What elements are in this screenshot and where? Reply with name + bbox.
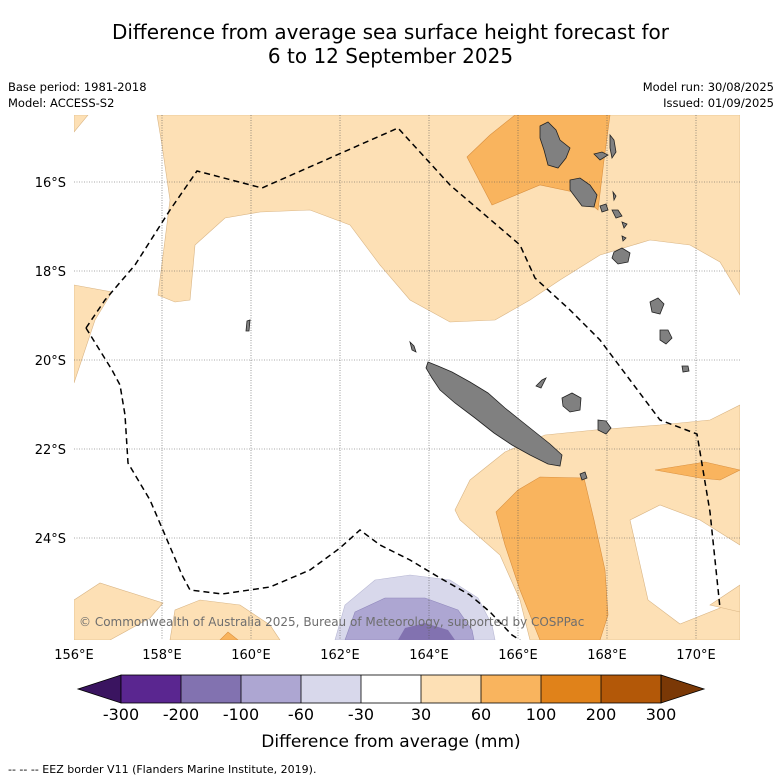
lon-label: 160°E: [231, 648, 271, 663]
vanuatu-pentecost: [609, 133, 617, 160]
chesterfield-reef: [245, 319, 251, 332]
colorbar-tick-label: -30: [348, 705, 374, 724]
vanuatu-aneityum: [681, 365, 690, 373]
anomaly-region-south: [169, 599, 281, 640]
colorbar-segment: [181, 675, 241, 703]
anomaly-region-northwest-corner: [74, 115, 89, 133]
colorbar-segment: [241, 675, 301, 703]
colorbar-tick-label: -60: [288, 705, 314, 724]
anomaly-region-southwest-small: [219, 631, 239, 640]
colorbar-tick-label: -200: [163, 705, 199, 724]
vanuatu-small-isle-b: [621, 235, 627, 242]
lat-label: 16°S: [35, 176, 66, 191]
colorbar-segment: [421, 675, 481, 703]
vanuatu-epi: [611, 209, 623, 219]
colorbar-tick-label: 30: [411, 705, 431, 724]
colorbar-tick-label: -100: [223, 705, 259, 724]
loyalty-island-mare: [597, 419, 612, 435]
model-label: Model: ACCESS-S2: [8, 96, 115, 110]
eez-legend-note: -- -- -- EEZ border V11 (Flanders Marine…: [8, 763, 317, 776]
eez-border: [85, 127, 721, 640]
vanuatu-tanna: [659, 329, 673, 345]
colorbar-segment: [541, 675, 601, 703]
latitude-labels: 16°S 18°S 20°S 22°S 24°S: [35, 176, 66, 547]
colorbar-tick-label: 300: [646, 705, 677, 724]
colorbar-title: Difference from average (mm): [261, 732, 520, 752]
lat-label: 20°S: [35, 354, 66, 369]
vanuatu-shepherd-islands: [621, 221, 628, 229]
loyalty-island-lifou: [561, 392, 582, 413]
colorbar-segment: [601, 675, 661, 703]
lon-label: 168°E: [587, 648, 627, 663]
vanuatu-ambae: [593, 151, 609, 161]
isle-of-pines: [579, 471, 588, 481]
lat-label: 18°S: [35, 265, 66, 280]
map-title-line-1: Difference from average sea surface heig…: [111, 20, 670, 44]
colorbar-min-arrow: [76, 674, 122, 704]
colorbar-tick-labels: -300 -200 -100 -60 -30 30 60 100 200 300: [103, 705, 676, 724]
colorbar-outline: [120, 674, 662, 704]
loyalty-island-ouvea: [535, 377, 547, 389]
lon-label: 158°E: [142, 648, 182, 663]
base-period-label: Base period: 1981-2018: [8, 80, 147, 94]
model-run-label: Model run: 30/08/2025: [642, 80, 774, 94]
new-caledonia-island: [425, 361, 563, 467]
belep-islands: [409, 340, 417, 353]
colorbar-segment: [361, 675, 421, 703]
colorbar-tick-label: 100: [526, 705, 557, 724]
longitude-labels: 156°E 158°E 160°E 162°E 164°E 166°E 168°…: [54, 648, 716, 663]
colorbar-segment: [121, 675, 181, 703]
vanuatu-small-isle-a: [612, 190, 617, 202]
anomaly-region-northwest: [74, 284, 113, 384]
land-masses: [245, 121, 690, 481]
vanuatu-ambrym: [599, 203, 609, 213]
anomaly-region-minus-100-200: [398, 623, 455, 640]
vanuatu-erromango: [649, 297, 665, 315]
anomaly-region-southwest: [74, 582, 164, 640]
lat-label: 22°S: [35, 443, 66, 458]
eez-border-line-west: [85, 327, 521, 640]
colorbar-tick-label: -300: [103, 705, 139, 724]
lon-label: 170°E: [676, 648, 716, 663]
copyright-notice: © Commonwealth of Australia 2025, Bureau…: [79, 615, 584, 629]
lon-label: 162°E: [320, 648, 360, 663]
eez-border-line: [85, 127, 721, 609]
lat-label: 24°S: [35, 532, 66, 547]
anomaly-region-far-southeast: [709, 584, 740, 613]
lon-label: 156°E: [54, 648, 94, 663]
anomaly-region-south-central: [495, 476, 609, 640]
vanuatu-espiritu-santo: [539, 121, 571, 169]
colorbar: -300 -200 -100 -60 -30 30 60 100 200 300…: [76, 674, 706, 752]
map-plot-area: © Commonwealth of Australia 2025, Bureau…: [74, 115, 740, 640]
map-gridlines: [74, 115, 740, 640]
colorbar-max-arrow: [660, 674, 706, 704]
colorbar-segment: [301, 675, 361, 703]
vanuatu-efate: [611, 247, 631, 265]
colorbar-tick-label: 60: [471, 705, 491, 724]
lon-label: 164°E: [409, 648, 449, 663]
vanuatu-malakula: [569, 177, 598, 208]
colorbar-segment: [481, 675, 541, 703]
map-title-line-2: 6 to 12 September 2025: [267, 44, 514, 68]
anomaly-region-east: [654, 461, 740, 481]
colorbar-dividers: [180, 675, 602, 703]
issued-label: Issued: 01/09/2025: [663, 96, 774, 110]
anomaly-negative-fill: [334, 574, 496, 640]
lon-label: 166°E: [498, 648, 538, 663]
colorbar-tick-label: 200: [586, 705, 617, 724]
